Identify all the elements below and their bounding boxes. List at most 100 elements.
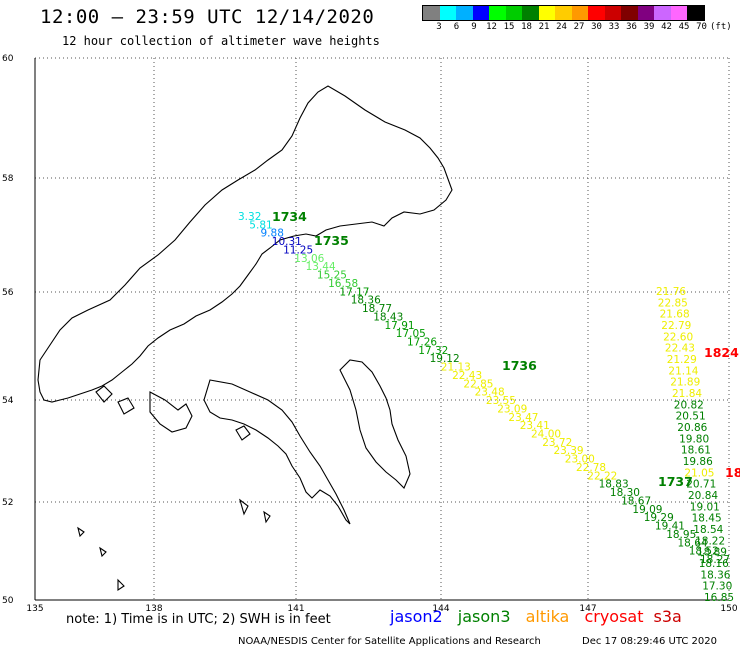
coastline-islet-4	[239, 498, 249, 516]
color-scale-label: (ft)	[710, 22, 732, 32]
color-scale-label: 70	[696, 22, 707, 32]
color-swatch	[472, 6, 489, 20]
wave-height-label: 22.85	[463, 378, 493, 390]
wave-height-label: 20.71	[686, 479, 716, 491]
lon-tick-label: 141	[287, 604, 304, 614]
color-swatch	[670, 6, 687, 20]
pass-time-label: 1737	[658, 474, 693, 489]
coastline-islet-6	[77, 526, 85, 538]
wave-height-label: 19.86	[683, 456, 713, 468]
wave-height-label: 21.29	[667, 354, 697, 366]
wave-height-label: 21.89	[670, 377, 700, 389]
wave-height-label: 18.52	[689, 546, 719, 558]
lat-tick-label: 60	[2, 54, 14, 64]
wave-height-label: 18.95	[666, 529, 696, 541]
wave-height-label: 20.82	[674, 399, 704, 411]
wave-height-label: 18.61	[681, 445, 711, 457]
wave-height-label: 18.36	[351, 295, 381, 307]
wave-height-label: 21.68	[660, 309, 690, 321]
color-scale-label: 9	[471, 22, 477, 32]
wave-height-label: 17.26	[407, 337, 437, 349]
color-swatch	[637, 6, 654, 20]
satellite-legend: jason2 jason3 altika cryosat s3a	[390, 607, 692, 626]
color-swatch	[621, 6, 638, 20]
color-swatch	[423, 6, 440, 20]
wave-height-label: 22.60	[663, 331, 693, 343]
coastline-islet-5	[263, 510, 271, 524]
pass-time-labels: 1734 1735 1736 1737 1824 18	[272, 209, 740, 489]
legend-cryosat: cryosat	[584, 607, 644, 626]
coastline-south-shore	[203, 379, 351, 525]
wave-height-label: 20.51	[676, 411, 706, 423]
map-frame	[34, 58, 729, 601]
wave-height-label: 23.72	[542, 437, 572, 449]
coastline-islet-7	[99, 546, 107, 558]
color-scale-labels: 3 6 9 12 15 18 21 24 27 30 33 36 39 42 45 70 (ft)	[422, 22, 732, 34]
pass-time-label: 1736	[502, 358, 537, 373]
footer-generated-date: Dec 17 08:29:46 UTC 2020	[582, 636, 717, 647]
color-scale-label: 21	[538, 22, 550, 32]
wave-height-label: 22.43	[665, 343, 695, 355]
color-scale-label: 24	[556, 22, 567, 32]
color-swatch	[538, 6, 555, 20]
altimeter-track-a: 3.325.819.8810.3111.2513.0613.4415.2516.…	[238, 211, 730, 566]
color-scale-label: 39	[643, 22, 655, 32]
wave-height-label: 18.89	[697, 547, 727, 559]
wave-height-label: 23.09	[497, 403, 527, 415]
wave-height-label: 23.00	[565, 454, 595, 466]
footer-note: note: 1) Time is in UTC; 2) SWH is in fe…	[66, 612, 331, 627]
color-swatch	[489, 6, 506, 20]
axis-tick-labels: 60 58 56 54 52 50 135 138 141 144 147 150	[2, 54, 738, 614]
lon-tick-label: 150	[720, 604, 737, 614]
color-scale-label: 3	[436, 22, 442, 32]
legend-jason3: jason3	[457, 607, 511, 626]
color-scale-label: 15	[503, 22, 515, 32]
color-swatch	[505, 6, 522, 20]
graticule	[35, 57, 730, 600]
color-scale-label: 42	[661, 22, 672, 32]
wave-height-label: 21.76	[656, 286, 686, 298]
color-scale-label: 18	[521, 22, 532, 32]
wave-height-label: 23.55	[486, 395, 516, 407]
color-swatch	[604, 6, 621, 20]
color-scale-bar	[422, 5, 705, 21]
coastline	[37, 85, 453, 592]
wave-height-label: 16.58	[328, 278, 358, 290]
wave-height-label: 19.80	[679, 433, 709, 445]
color-swatch	[654, 6, 671, 20]
wave-height-label: 19.29	[644, 512, 674, 524]
color-scale-label: 45	[678, 22, 690, 32]
lat-tick-label: 56	[2, 288, 14, 298]
coastline-islet-8	[117, 578, 125, 592]
lat-tick-label: 52	[2, 498, 13, 508]
wave-height-label: 22.79	[661, 320, 691, 332]
wave-height-label: 22.43	[452, 370, 482, 382]
color-swatch	[588, 6, 605, 20]
pass-time-label: 1824	[704, 345, 739, 360]
lat-tick-label: 50	[2, 596, 14, 606]
wave-height-label: 19.12	[430, 353, 460, 365]
wave-height-label: 17.17	[339, 286, 369, 298]
wave-height-label: 22.22	[587, 470, 617, 482]
wave-height-label: 17.32	[418, 345, 448, 357]
wave-height-label: 23.48	[475, 387, 505, 399]
color-swatch	[522, 6, 539, 20]
color-scale-label: 30	[591, 22, 602, 32]
wave-height-label: 21.14	[668, 365, 698, 377]
wave-height-label: 3.32	[238, 211, 261, 223]
wave-height-label: 21.13	[441, 362, 471, 374]
wave-height-label: 23.41	[520, 420, 550, 432]
wave-height-label: 17.05	[396, 328, 426, 340]
wave-height-label: 17.91	[385, 320, 415, 332]
map-title: 12:00 – 23:59 UTC 12/14/2020	[40, 6, 375, 28]
lat-tick-label: 58	[2, 174, 14, 184]
lon-tick-label: 138	[145, 604, 162, 614]
coastline-inlet	[149, 391, 193, 433]
pass-time-label: 1735	[314, 233, 349, 248]
footer-credit: NOAA/NESDIS Center for Satellite Applica…	[238, 636, 541, 647]
wave-height-label: 17.30	[702, 581, 732, 593]
coastline-islet-3	[235, 425, 251, 441]
color-scale-label: 12	[486, 22, 497, 32]
color-swatch	[439, 6, 456, 20]
wave-height-label: 18.30	[610, 487, 640, 499]
